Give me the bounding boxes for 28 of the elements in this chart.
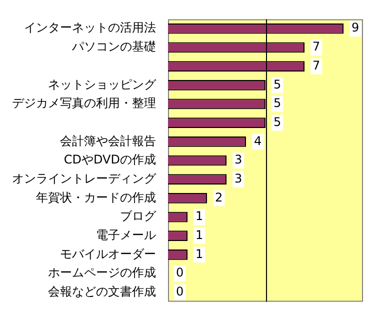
data-label: 1 — [196, 228, 204, 242]
y-tick-label: 会計簿や会計報告 — [60, 134, 156, 148]
data-label: 9 — [352, 20, 360, 35]
y-tick-label: デジカメ写真の利用・整理 — [12, 96, 156, 110]
data-label: 7 — [312, 58, 320, 72]
y-tick-label: オンライントレーディング — [12, 171, 157, 186]
y-tick-label: 年賀状・カードの作成 — [36, 190, 156, 204]
data-label: 1 — [196, 246, 204, 261]
data-label: 3 — [234, 171, 242, 186]
y-tick-label: ホームページの作成 — [48, 266, 156, 280]
data-label: 1 — [196, 209, 204, 224]
y-tick-label: 電子メール — [96, 228, 156, 242]
data-label: 5 — [274, 114, 282, 129]
y-tick-label: ブログ — [120, 209, 157, 224]
data-label: 0 — [176, 284, 184, 299]
data-label: 7 — [312, 40, 320, 54]
y-tick-label: インターネットの活用法 — [24, 20, 156, 35]
data-label: 5 — [274, 77, 282, 92]
data-label: 2 — [215, 190, 223, 204]
data-label: 5 — [274, 96, 282, 110]
y-tick-label: モバイルオーダー — [60, 246, 156, 261]
y-tick-label: ネットショッピング — [48, 77, 157, 92]
data-label: 4 — [254, 134, 262, 148]
data-label: 3 — [234, 152, 242, 167]
y-tick-label: パソコンの基礎 — [71, 40, 156, 54]
data-label: 0 — [176, 266, 184, 280]
y-tick-label: CDやDVDの作成 — [64, 152, 156, 167]
y-tick-label: 会報などの文書作成 — [48, 284, 156, 299]
